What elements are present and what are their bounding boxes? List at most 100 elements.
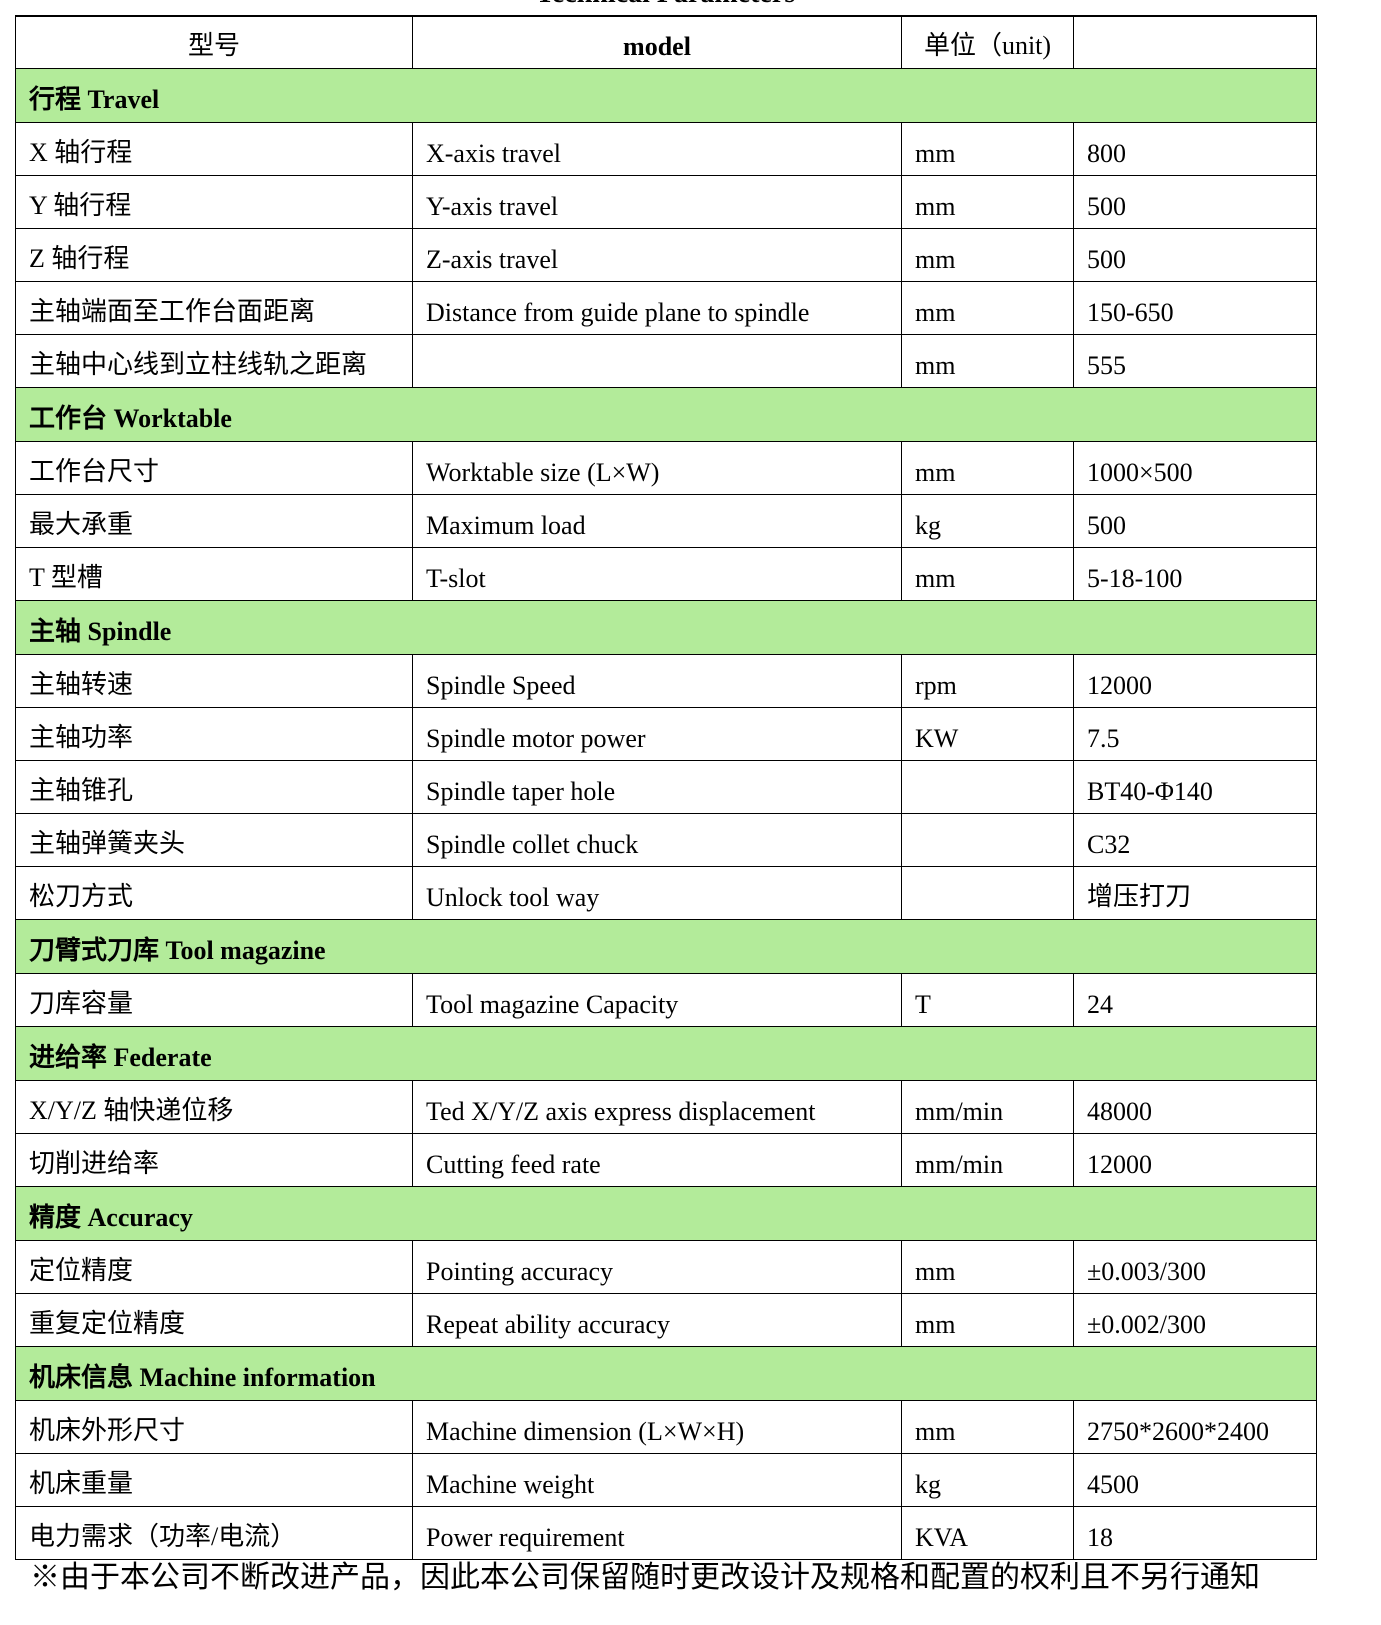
header-chinese-name: 型号 (15, 15, 413, 69)
param-value: 150-650 (1073, 280, 1317, 335)
param-unit: mm (901, 546, 1074, 601)
param-unit: mm (901, 1292, 1074, 1347)
param-value: 48000 (1073, 1079, 1317, 1134)
table-row: 定位精度 Pointing accuracy mm ±0.003/300 (15, 1239, 1317, 1294)
param-unit: mm/min (901, 1132, 1074, 1187)
param-value: 12000 (1073, 1132, 1317, 1187)
header-model: model (412, 15, 902, 69)
param-english-name: Tool magazine Capacity (412, 972, 902, 1027)
param-chinese-name: 重复定位精度 (15, 1292, 413, 1347)
section-header-row: 行程 Travel (15, 67, 1317, 123)
param-chinese-name: Z 轴行程 (15, 227, 413, 282)
param-value: 555 (1073, 333, 1317, 388)
table-row: X 轴行程 X-axis travel mm 800 (15, 121, 1317, 176)
table-row: 主轴弹簧夹头 Spindle collet chuck C32 (15, 812, 1317, 867)
param-chinese-name: 主轴端面至工作台面距离 (15, 280, 413, 335)
param-value: 24 (1073, 972, 1317, 1027)
table-row: T 型槽 T-slot mm 5-18-100 (15, 546, 1317, 601)
section-header-row: 进给率 Federate (15, 1025, 1317, 1081)
param-unit (901, 812, 1074, 867)
footnote: ※由于本公司不断改进产品，因此本公司保留随时更改设计及规格和配置的权利且不另行通… (30, 1561, 1260, 1594)
param-chinese-name: 主轴功率 (15, 706, 413, 761)
param-value: 500 (1073, 174, 1317, 229)
param-english-name: Worktable size (L×W) (412, 440, 902, 495)
table-row: Y 轴行程 Y-axis travel mm 500 (15, 174, 1317, 229)
param-chinese-name: 主轴锥孔 (15, 759, 413, 814)
table-row: 主轴转速 Spindle Speed rpm 12000 (15, 653, 1317, 708)
param-value: ±0.003/300 (1073, 1239, 1317, 1294)
section-title: 机床信息 Machine information (15, 1345, 1317, 1401)
section-title: 主轴 Spindle (15, 599, 1317, 655)
param-english-name: Power requirement (412, 1505, 902, 1560)
param-unit: mm/min (901, 1079, 1074, 1134)
param-english-name: Ted X/Y/Z axis express displacement (412, 1079, 902, 1134)
param-value: BT40-Φ140 (1073, 759, 1317, 814)
section-title: 刀臂式刀库 Tool magazine (15, 918, 1317, 974)
param-english-name: X-axis travel (412, 121, 902, 176)
param-unit: mm (901, 440, 1074, 495)
param-chinese-name: 最大承重 (15, 493, 413, 548)
page-title: Technical Parameters (0, 0, 1331, 10)
param-unit: KVA (901, 1505, 1074, 1560)
table-row: 主轴功率 Spindle motor power KW 7.5 (15, 706, 1317, 761)
param-chinese-name: 主轴中心线到立柱线轨之距离 (15, 333, 413, 388)
section-title: 精度 Accuracy (15, 1185, 1317, 1241)
param-value: 4500 (1073, 1452, 1317, 1507)
section-header-row: 精度 Accuracy (15, 1185, 1317, 1241)
param-value: 2750*2600*2400 (1073, 1399, 1317, 1454)
param-unit: mm (901, 280, 1074, 335)
param-english-name: Spindle motor power (412, 706, 902, 761)
param-unit: mm (901, 121, 1074, 176)
param-value: 1000×500 (1073, 440, 1317, 495)
table-row: Z 轴行程 Z-axis travel mm 500 (15, 227, 1317, 282)
param-english-name: Z-axis travel (412, 227, 902, 282)
param-english-name: Repeat ability accuracy (412, 1292, 902, 1347)
table-row: X/Y/Z 轴快递位移 Ted X/Y/Z axis express displa… (15, 1079, 1317, 1134)
param-value: 18 (1073, 1505, 1317, 1560)
param-unit (901, 865, 1074, 920)
param-english-name (412, 333, 902, 388)
param-value: ±0.002/300 (1073, 1292, 1317, 1347)
header-value (1073, 15, 1317, 69)
table-row: 最大承重 Maximum load kg 500 (15, 493, 1317, 548)
table-row: 松刀方式 Unlock tool way 增压打刀 (15, 865, 1317, 920)
section-header-row: 主轴 Spindle (15, 599, 1317, 655)
param-unit: rpm (901, 653, 1074, 708)
param-unit (901, 759, 1074, 814)
param-unit: mm (901, 1239, 1074, 1294)
param-chinese-name: 工作台尺寸 (15, 440, 413, 495)
param-chinese-name: 切削进给率 (15, 1132, 413, 1187)
table-row: 主轴锥孔 Spindle taper hole BT40-Φ140 (15, 759, 1317, 814)
param-value: 5-18-100 (1073, 546, 1317, 601)
param-value: 7.5 (1073, 706, 1317, 761)
param-unit: mm (901, 1399, 1074, 1454)
header-unit: 单位（unit) (901, 15, 1074, 69)
param-english-name: Cutting feed rate (412, 1132, 902, 1187)
param-english-name: Spindle taper hole (412, 759, 902, 814)
param-chinese-name: X 轴行程 (15, 121, 413, 176)
param-chinese-name: Y 轴行程 (15, 174, 413, 229)
section-title: 行程 Travel (15, 67, 1317, 123)
param-value: C32 (1073, 812, 1317, 867)
param-chinese-name: 机床重量 (15, 1452, 413, 1507)
section-header-row: 工作台 Worktable (15, 386, 1317, 442)
param-chinese-name: 松刀方式 (15, 865, 413, 920)
param-english-name: Machine weight (412, 1452, 902, 1507)
param-unit: kg (901, 1452, 1074, 1507)
param-english-name: Spindle Speed (412, 653, 902, 708)
param-chinese-name: 机床外形尺寸 (15, 1399, 413, 1454)
table-row: 工作台尺寸 Worktable size (L×W) mm 1000×500 (15, 440, 1317, 495)
section-header-row: 刀臂式刀库 Tool magazine (15, 918, 1317, 974)
param-english-name: Machine dimension (L×W×H) (412, 1399, 902, 1454)
table-row: 刀库容量 Tool magazine Capacity T 24 (15, 972, 1317, 1027)
param-chinese-name: 定位精度 (15, 1239, 413, 1294)
param-value: 500 (1073, 227, 1317, 282)
param-unit: mm (901, 333, 1074, 388)
table-row: 机床外形尺寸 Machine dimension (L×W×H) mm 2750*26… (15, 1399, 1317, 1454)
param-chinese-name: 刀库容量 (15, 972, 413, 1027)
param-english-name: T-slot (412, 546, 902, 601)
table-row: 机床重量 Machine weight kg 4500 (15, 1452, 1317, 1507)
table-row: 重复定位精度 Repeat ability accuracy mm ±0.002/30… (15, 1292, 1317, 1347)
param-unit: kg (901, 493, 1074, 548)
param-english-name: Y-axis travel (412, 174, 902, 229)
